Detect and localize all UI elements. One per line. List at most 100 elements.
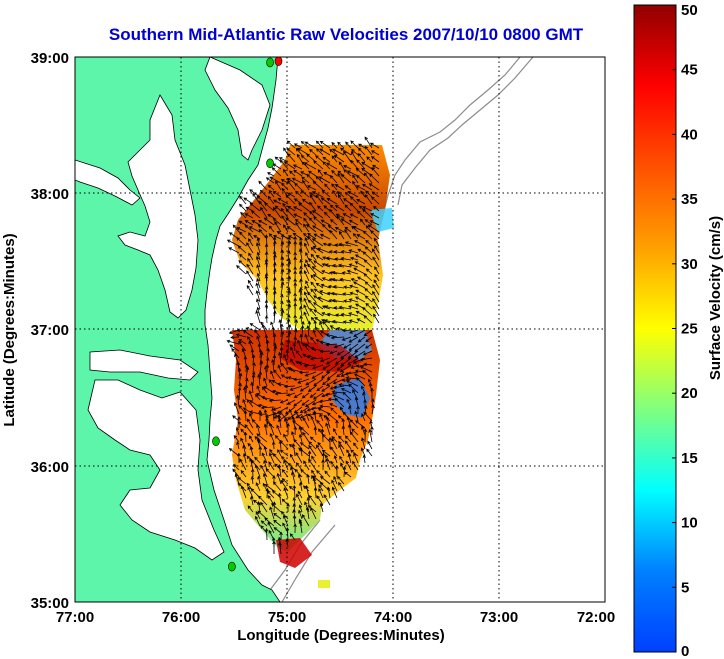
- velocity-vector: [243, 197, 254, 205]
- velocity-vector: [273, 519, 282, 527]
- velocity-vector: [283, 147, 289, 156]
- velocity-vector: [268, 225, 275, 233]
- velocity-vector: [287, 180, 296, 191]
- velocity-vector: [348, 329, 359, 334]
- velocity-vector: [269, 452, 275, 464]
- velocity-vector: [254, 515, 261, 527]
- velocity-vector: [309, 436, 317, 443]
- velocity-vector: [293, 143, 303, 149]
- velocity-vector: [340, 388, 352, 394]
- velocity-vector: [281, 498, 289, 506]
- velocity-vector: [313, 216, 324, 226]
- velocity-vector: [362, 391, 366, 401]
- velocity-vector: [321, 312, 331, 317]
- velocity-vector: [317, 169, 324, 177]
- velocity-vector: [355, 167, 366, 177]
- velocity-vector: [365, 336, 373, 343]
- velocity-vector: [303, 212, 310, 219]
- velocity-vector: [364, 194, 373, 205]
- velocity-vector: [364, 218, 373, 226]
- velocity-vector: [323, 205, 331, 212]
- velocity-vector: [289, 358, 296, 366]
- x-tick-label: 75:00: [268, 609, 306, 626]
- velocity-vector: [320, 330, 331, 338]
- velocity-vector: [307, 385, 317, 393]
- velocity-vector: [295, 222, 303, 233]
- chesapeake-bay: [117, 94, 199, 319]
- velocity-vector: [279, 439, 289, 450]
- velocity-vector: [298, 520, 303, 534]
- velocity-vector: [287, 413, 296, 420]
- velocity-vector: [281, 215, 289, 226]
- velocity-vector: [316, 385, 324, 392]
- velocity-vector: [286, 339, 291, 352]
- velocity-vector: [349, 202, 359, 212]
- velocity-vector: [266, 347, 270, 359]
- velocity-vector: [288, 485, 296, 492]
- velocity-vector: [289, 533, 296, 541]
- y-tick-label: 37:00: [31, 322, 69, 339]
- velocity-vector: [248, 340, 254, 352]
- velocity-vector: [240, 211, 247, 219]
- velocity-vector: [288, 408, 296, 422]
- velocity-vector: [292, 484, 297, 499]
- velocity-vector: [329, 325, 338, 331]
- velocity-vector: [280, 281, 285, 296]
- velocity-vector: [363, 315, 373, 324]
- colorbar-gradient: [633, 4, 677, 653]
- velocity-vector: [323, 211, 331, 219]
- velocity-vector: [333, 455, 338, 464]
- velocity-vector: [344, 229, 352, 240]
- velocity-vector: [346, 449, 352, 457]
- velocity-vector: [229, 344, 240, 352]
- velocity-vector: [310, 281, 317, 289]
- velocity-vector: [348, 249, 359, 254]
- velocity-vector: [354, 396, 359, 408]
- velocity-vector: [259, 360, 264, 373]
- velocity-vector: [351, 428, 359, 436]
- velocity-vector: [302, 417, 310, 429]
- velocity-vector: [293, 336, 298, 345]
- velocity-vector: [272, 206, 282, 219]
- velocity-vector: [279, 323, 284, 338]
- velocity-vector: [373, 313, 380, 324]
- velocity-vector: [356, 210, 366, 219]
- velocity-vector: [256, 335, 261, 345]
- velocity-vector: [272, 286, 277, 296]
- velocity-vector: [272, 354, 277, 366]
- velocity-vector: [301, 399, 310, 406]
- velocity-vector: [372, 297, 380, 310]
- velocity-vector: [315, 255, 324, 261]
- velocity-vector: [333, 306, 345, 310]
- velocity-vector: [348, 343, 359, 351]
- velocity-vector: [306, 224, 317, 233]
- velocity-vector: [303, 223, 310, 233]
- velocity-vector: [246, 418, 254, 429]
- velocity-vector: [357, 336, 366, 343]
- velocity-vector: [368, 428, 373, 443]
- velocity-vector: [298, 447, 310, 457]
- velocity-vector: [231, 348, 240, 359]
- velocity-vector: [312, 274, 324, 282]
- velocity-vector: [245, 366, 250, 380]
- velocity-vector: [297, 339, 303, 352]
- velocity-vector: [239, 203, 247, 212]
- velocity-vector: [331, 155, 338, 163]
- velocity-vector: [333, 250, 345, 254]
- velocity-vector: [350, 449, 359, 457]
- velocity-vector: [302, 179, 310, 191]
- velocity-vector: [310, 406, 324, 411]
- velocity-vector: [276, 472, 282, 485]
- velocity-vector: [316, 470, 324, 478]
- velocity-vector: [317, 441, 324, 450]
- velocity-vector: [301, 176, 310, 184]
- velocity-vector: [364, 136, 373, 149]
- velocity-vector: [309, 392, 317, 398]
- velocity-vector: [234, 473, 240, 485]
- velocity-vector: [369, 220, 380, 226]
- colorbar-tick-label: 35: [681, 191, 698, 208]
- velocity-vector: [338, 444, 345, 457]
- velocity-vector: [361, 425, 366, 436]
- y-tick-label: 35:00: [31, 595, 69, 612]
- velocity-vector: [296, 493, 303, 506]
